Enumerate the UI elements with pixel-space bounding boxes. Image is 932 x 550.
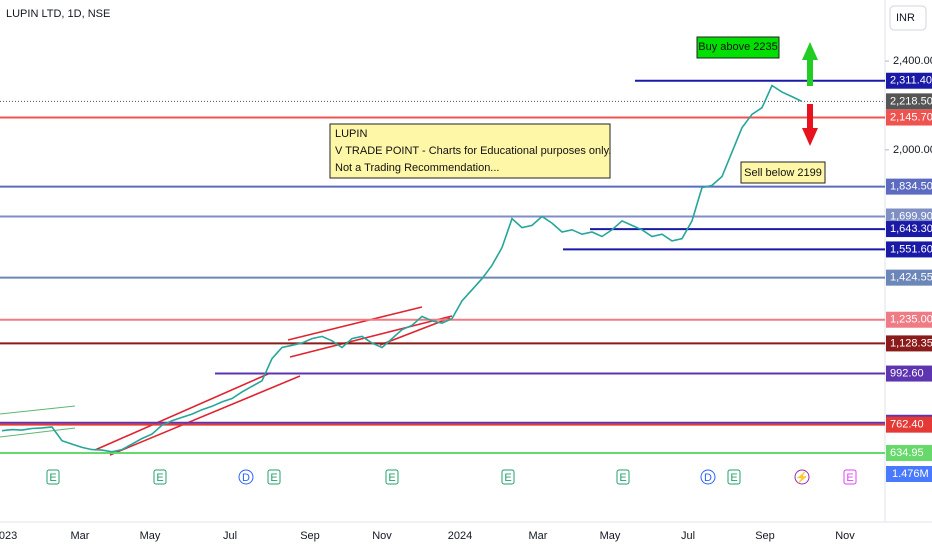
x-tick-label: Mar (529, 530, 548, 542)
level-label: 1,834.50 (890, 181, 932, 193)
left-channel (0, 405, 76, 438)
sell-annotation: Sell below 2199 (744, 167, 822, 179)
event-marker (727, 469, 741, 485)
level-label-box (886, 178, 932, 195)
level-label-box (886, 269, 932, 286)
x-tick-label: Sep (755, 530, 775, 542)
event-label: E (619, 472, 626, 484)
level-label: 992.60 (890, 367, 924, 379)
level-label-box (886, 311, 932, 328)
level-label-box (886, 335, 932, 352)
event-marker (153, 469, 167, 485)
level-label-box (886, 365, 932, 382)
y-tick-label: 2,000.00 (893, 144, 932, 156)
event-label: D (704, 472, 712, 484)
event-marker (501, 469, 515, 485)
event-marker (267, 469, 281, 485)
level-label-box (886, 221, 932, 238)
event-label: E (388, 472, 395, 484)
note-line: Not a Trading Recommendation... (335, 162, 499, 174)
level-label: 2,145.70 (890, 111, 932, 123)
level-label: 2,218.50 (890, 95, 932, 107)
level-label-box (886, 93, 932, 110)
y-tick-label: 2,400.00 (893, 55, 932, 67)
down-arrow (802, 104, 818, 146)
volume-label: 1.476M (892, 468, 929, 480)
event-marker (616, 469, 630, 485)
level-label-box (886, 444, 932, 461)
x-tick-label: May (600, 530, 621, 542)
sell-box (740, 161, 826, 184)
event-label: E (504, 472, 511, 484)
event-marker (794, 469, 810, 485)
chart-title: LUPIN LTD, 1D, NSE (6, 8, 110, 20)
note-line: LUPIN (335, 128, 367, 140)
x-tick-label: May (140, 530, 161, 542)
buy-annotation: Buy above 2235 (698, 41, 778, 53)
level-label: 762.40 (890, 419, 924, 431)
event-label: E (49, 472, 56, 484)
level-label-box (886, 72, 932, 89)
price-line (1, 84, 803, 453)
currency-box[interactable] (889, 5, 927, 31)
event-label: ⚡ (795, 471, 809, 484)
event-marker (46, 469, 60, 485)
up-arrow (802, 42, 818, 86)
level-label-box (886, 208, 932, 225)
event-marker (700, 469, 716, 485)
level-label: 1,643.30 (890, 223, 932, 235)
buy-box (696, 36, 780, 59)
note-line: V TRADE POINT - Charts for Educational p… (335, 145, 611, 157)
event-label: D (242, 472, 250, 484)
event-marker (385, 469, 399, 485)
level-label: 1,424.55 (890, 272, 932, 284)
x-tick-label: 2024 (448, 530, 472, 542)
level-label: 1,235.00 (890, 314, 932, 326)
level-label-box (886, 109, 932, 126)
x-tick-label: Jul (223, 530, 237, 542)
event-marker (238, 469, 254, 485)
x-tick-label: Mar (71, 530, 90, 542)
x-tick-label: 2023 (0, 530, 17, 542)
level-label: 1,128.35 (890, 337, 932, 349)
event-marker (843, 469, 857, 485)
event-label: E (846, 472, 853, 484)
event-label: E (156, 472, 163, 484)
level-label: 634.95 (890, 447, 924, 459)
x-tick-label: Jul (681, 530, 695, 542)
x-tick-label: Nov (835, 530, 855, 542)
level-label: 1,551.60 (890, 243, 932, 255)
volume-label-box (886, 466, 932, 482)
x-tick-label: Sep (300, 530, 320, 542)
event-label: E (270, 472, 277, 484)
currency: INR (896, 12, 915, 24)
x-tick-label: Nov (372, 530, 392, 542)
event-label: E (730, 472, 737, 484)
level-label-box (886, 416, 932, 433)
note-box (329, 123, 611, 179)
level-label: 1,699.90 (890, 210, 932, 222)
level-label-box (886, 241, 932, 258)
level-label: 2,311.40 (890, 75, 932, 87)
